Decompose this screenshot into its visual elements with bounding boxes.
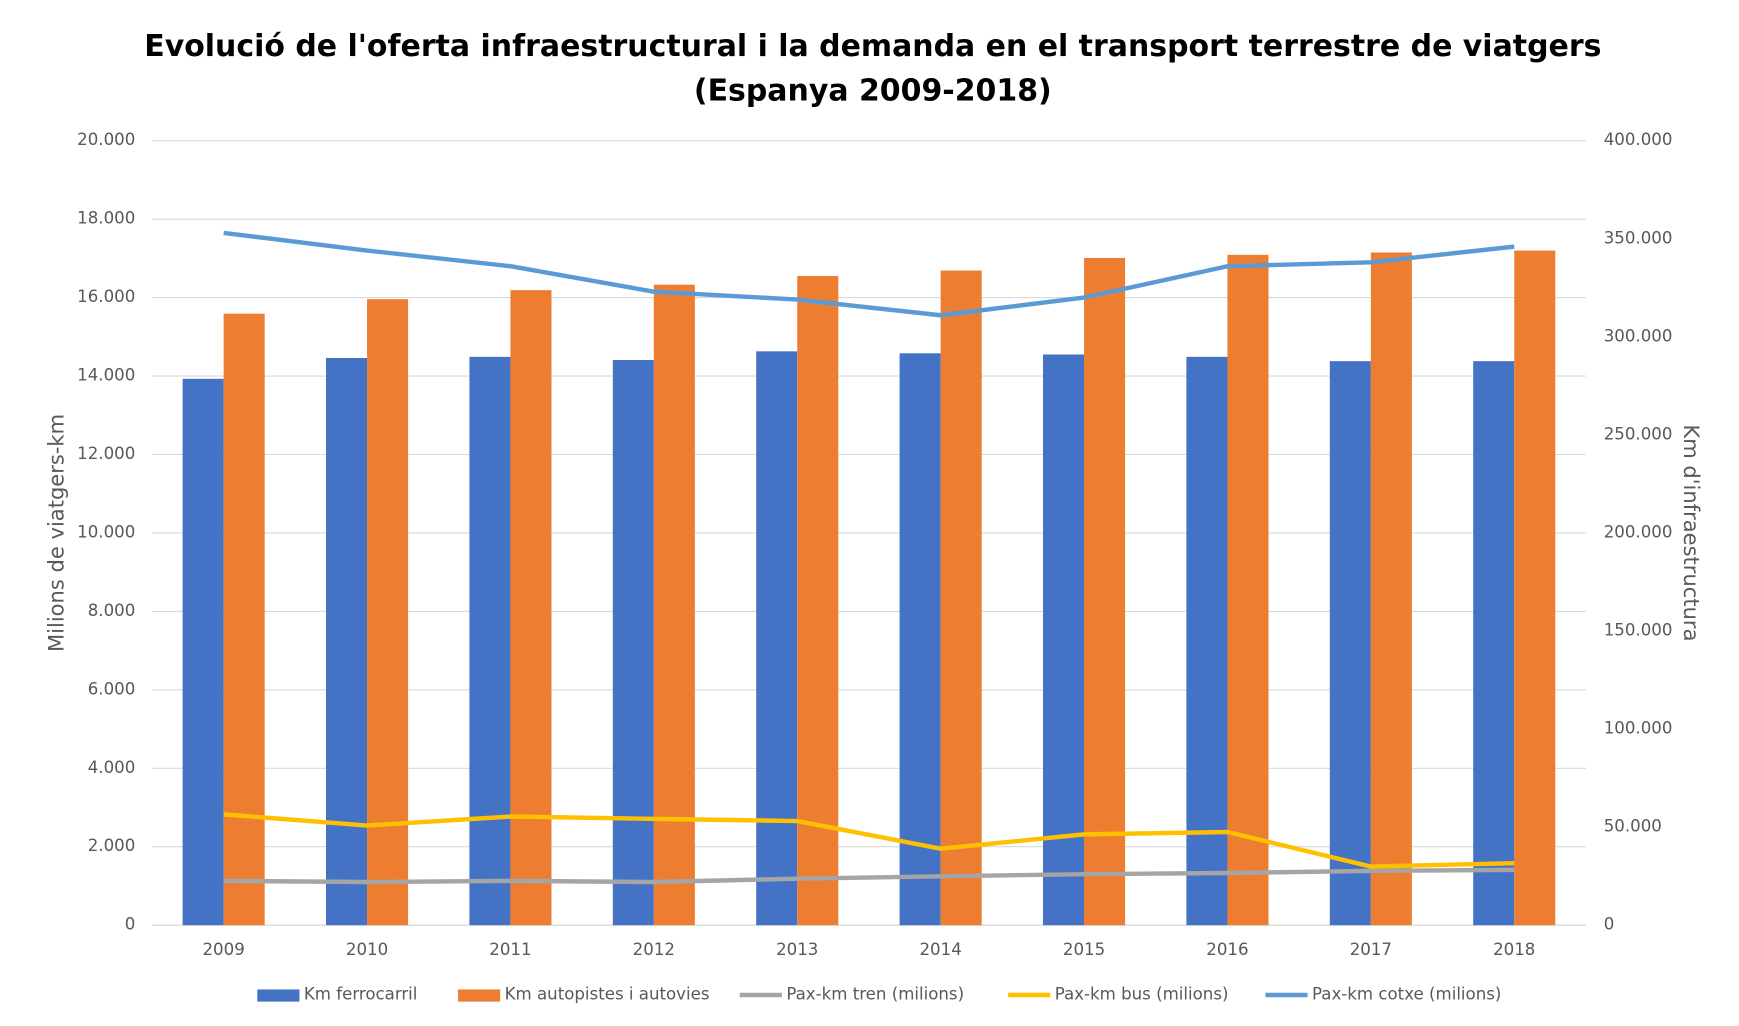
x-tick-label: 2014 [919, 940, 961, 959]
bar [326, 358, 368, 926]
x-tick-label: 2011 [489, 940, 531, 959]
legend-swatch [458, 989, 501, 1002]
bar [756, 351, 798, 926]
y2-tick-label: 100.000 [1604, 719, 1673, 738]
y2-tick-label: 250.000 [1604, 424, 1673, 443]
bar [797, 276, 839, 926]
bar [940, 270, 982, 926]
y-tick-label: 16.000 [77, 287, 135, 306]
bar [1329, 361, 1371, 926]
legend-label: Km ferrocarril [304, 984, 418, 1003]
line [223, 812, 1515, 869]
y-tick-label: 8.000 [88, 601, 136, 620]
legend-label: Km autopistes i autovies [505, 984, 710, 1003]
x-tick-label: 2013 [776, 940, 818, 959]
bar [469, 356, 511, 926]
bar [1043, 354, 1085, 926]
bar [223, 313, 265, 926]
y-tick-label: 14.000 [77, 366, 135, 385]
bar [510, 290, 552, 926]
y2-tick-label: 200.000 [1604, 522, 1673, 541]
y-axis-label: Milions de viatgers-km [44, 414, 69, 652]
y-tick-label: 18.000 [77, 209, 135, 228]
y2-tick-label: 50.000 [1604, 817, 1662, 836]
bar [612, 359, 654, 926]
x-tick-label: 2009 [202, 940, 244, 959]
x-tick-label: 2018 [1493, 940, 1535, 959]
bar [367, 299, 409, 926]
y-tick-label: 6.000 [88, 679, 136, 698]
y2-tick-label: 0 [1604, 915, 1615, 934]
x-tick-label: 2012 [633, 940, 675, 959]
bar [1186, 356, 1228, 926]
bar [653, 284, 695, 926]
y2-tick-label: 350.000 [1604, 228, 1673, 247]
x-tick-label: 2015 [1063, 940, 1105, 959]
x-tick-label: 2010 [346, 940, 388, 959]
bar [1370, 252, 1412, 926]
y2-tick-label: 300.000 [1604, 326, 1673, 345]
line [223, 867, 1515, 885]
y-tick-label: 12.000 [77, 444, 135, 463]
y2-axis-label: Km d'infraestructura [1679, 424, 1704, 641]
legend-label: Pax-km cotxe (milions) [1312, 984, 1501, 1003]
bar [1227, 254, 1269, 926]
bar [899, 353, 941, 926]
y-tick-label: 4.000 [88, 758, 136, 777]
x-tick-label: 2017 [1350, 940, 1392, 959]
bar [182, 378, 224, 926]
y-tick-label: 20.000 [77, 130, 135, 149]
legend-label: Pax-km bus (milions) [1055, 984, 1229, 1003]
chart-title: Evolució de l'oferta infraestructural i … [144, 29, 1601, 64]
chart-subtitle: (Espanya 2009-2018) [694, 73, 1052, 108]
y2-tick-label: 400.000 [1604, 130, 1673, 149]
bar [1084, 257, 1126, 926]
bar [1473, 361, 1515, 926]
legend-label: Pax-km tren (milions) [786, 984, 964, 1003]
y-tick-label: 0 [125, 915, 136, 934]
x-tick-label: 2016 [1206, 940, 1248, 959]
legend-swatch [257, 989, 300, 1002]
line [223, 230, 1515, 318]
y-tick-label: 10.000 [77, 522, 135, 541]
y-tick-label: 2.000 [88, 836, 136, 855]
y2-tick-label: 150.000 [1604, 621, 1673, 640]
bar [1514, 250, 1556, 926]
